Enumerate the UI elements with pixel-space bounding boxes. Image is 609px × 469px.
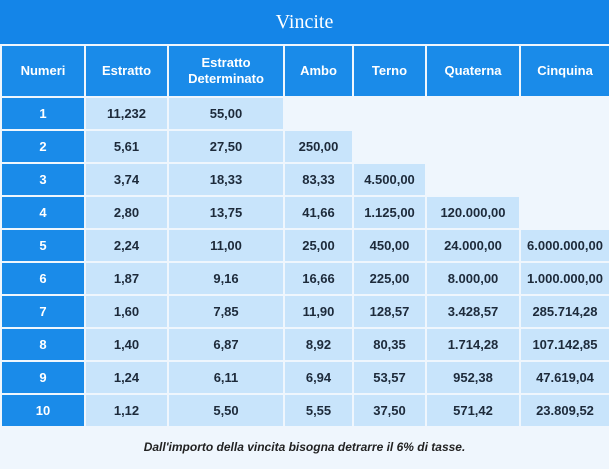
cell-estratto: 1,12: [86, 395, 167, 426]
cell-quaterna: [427, 131, 519, 162]
cell-quaterna: 8.000,00: [427, 263, 519, 294]
cell-terno: 80,35: [354, 329, 425, 360]
cell-ambo: 41,66: [285, 197, 352, 228]
cell-ambo: 11,90: [285, 296, 352, 327]
cell-estratto: 2,24: [86, 230, 167, 261]
header-ambo: Ambo: [285, 46, 352, 96]
cell-terno: [354, 98, 425, 129]
cell-ambo: 8,92: [285, 329, 352, 360]
table-row: 7 1,60 7,85 11,90 128,57 3.428,57 285.714,28: [2, 296, 609, 327]
cell-quaterna: [427, 98, 519, 129]
cell-cinquina: 107.142,85: [521, 329, 609, 360]
cell-terno: 37,50: [354, 395, 425, 426]
cell-cinquina: 47.619,04: [521, 362, 609, 393]
cell-ambo: 25,00: [285, 230, 352, 261]
cell-estratto-determinato: 55,00: [169, 98, 283, 129]
cell-estratto: 1,40: [86, 329, 167, 360]
cell-estratto: 2,80: [86, 197, 167, 228]
header-cinquina: Cinquina: [521, 46, 609, 96]
cell-ambo: 83,33: [285, 164, 352, 195]
cell-ambo: [285, 98, 352, 129]
cell-terno: 1.125,00: [354, 197, 425, 228]
cell-terno: 53,57: [354, 362, 425, 393]
cell-terno: 225,00: [354, 263, 425, 294]
cell-numeri: 6: [2, 263, 84, 294]
cell-cinquina: [521, 197, 609, 228]
cell-cinquina: 285.714,28: [521, 296, 609, 327]
table-row: 10 1,12 5,50 5,55 37,50 571,42 23.809,52: [2, 395, 609, 426]
cell-ambo: 5,55: [285, 395, 352, 426]
cell-cinquina: 23.809,52: [521, 395, 609, 426]
header-quaterna: Quaterna: [427, 46, 519, 96]
cell-cinquina: [521, 131, 609, 162]
table-row: 6 1,87 9,16 16,66 225,00 8.000,00 1.000.000,00: [2, 263, 609, 294]
cell-estratto-determinato: 13,75: [169, 197, 283, 228]
table-row: 1 11,232 55,00: [2, 98, 609, 129]
table-row: 8 1,40 6,87 8,92 80,35 1.714,28 107.142,85: [2, 329, 609, 360]
table-row: 4 2,80 13,75 41,66 1.125,00 120.000,00: [2, 197, 609, 228]
cell-numeri: 4: [2, 197, 84, 228]
cell-estratto: 1,87: [86, 263, 167, 294]
cell-estratto-determinato: 18,33: [169, 164, 283, 195]
cell-numeri: 8: [2, 329, 84, 360]
cell-cinquina: 6.000.000,00: [521, 230, 609, 261]
cell-estratto-determinato: 6,11: [169, 362, 283, 393]
table-row: 5 2,24 11,00 25,00 450,00 24.000,00 6.000.000,…: [2, 230, 609, 261]
table-row: 2 5,61 27,50 250,00: [2, 131, 609, 162]
cell-estratto: 5,61: [86, 131, 167, 162]
cell-quaterna: 24.000,00: [427, 230, 519, 261]
header-estratto-determinato: Estratto Determinato: [169, 46, 283, 96]
cell-estratto-determinato: 11,00: [169, 230, 283, 261]
cell-estratto-determinato: 27,50: [169, 131, 283, 162]
header-row: Numeri Estratto Estratto Determinato Amb…: [2, 46, 609, 96]
table-row: 3 3,74 18,33 83,33 4.500,00: [2, 164, 609, 195]
cell-terno: 4.500,00: [354, 164, 425, 195]
cell-estratto: 1,24: [86, 362, 167, 393]
cell-numeri: 5: [2, 230, 84, 261]
cell-quaterna: 120.000,00: [427, 197, 519, 228]
cell-estratto: 1,60: [86, 296, 167, 327]
cell-estratto-determinato: 6,87: [169, 329, 283, 360]
table-title: Vincite: [0, 0, 609, 44]
cell-numeri: 2: [2, 131, 84, 162]
table-body: 1 11,232 55,00 2 5,61 27,50 250,00 3 3,74 18,33 83…: [2, 98, 609, 426]
cell-estratto-determinato: 9,16: [169, 263, 283, 294]
cell-estratto: 11,232: [86, 98, 167, 129]
table-row: 9 1,24 6,11 6,94 53,57 952,38 47.619,04: [2, 362, 609, 393]
header-estratto-determinato-line2: Determinato: [188, 71, 264, 86]
cell-quaterna: 1.714,28: [427, 329, 519, 360]
header-estratto-determinato-line1: Estratto: [201, 55, 251, 70]
cell-terno: 128,57: [354, 296, 425, 327]
cell-quaterna: 571,42: [427, 395, 519, 426]
cell-ambo: 250,00: [285, 131, 352, 162]
header-estratto: Estratto: [86, 46, 167, 96]
cell-numeri: 3: [2, 164, 84, 195]
cell-estratto: 3,74: [86, 164, 167, 195]
cell-numeri: 1: [2, 98, 84, 129]
winnings-table: Numeri Estratto Estratto Determinato Amb…: [0, 44, 609, 428]
cell-cinquina: [521, 98, 609, 129]
cell-cinquina: [521, 164, 609, 195]
cell-terno: 450,00: [354, 230, 425, 261]
cell-numeri: 9: [2, 362, 84, 393]
cell-quaterna: 3.428,57: [427, 296, 519, 327]
footer-note: Dall'importo della vincita bisogna detra…: [143, 440, 466, 454]
cell-quaterna: 952,38: [427, 362, 519, 393]
cell-estratto-determinato: 7,85: [169, 296, 283, 327]
header-numeri: Numeri: [2, 46, 84, 96]
cell-terno: [354, 131, 425, 162]
cell-ambo: 6,94: [285, 362, 352, 393]
cell-quaterna: [427, 164, 519, 195]
cell-estratto-determinato: 5,50: [169, 395, 283, 426]
header-terno: Terno: [354, 46, 425, 96]
cell-numeri: 10: [2, 395, 84, 426]
cell-cinquina: 1.000.000,00: [521, 263, 609, 294]
cell-ambo: 16,66: [285, 263, 352, 294]
cell-numeri: 7: [2, 296, 84, 327]
